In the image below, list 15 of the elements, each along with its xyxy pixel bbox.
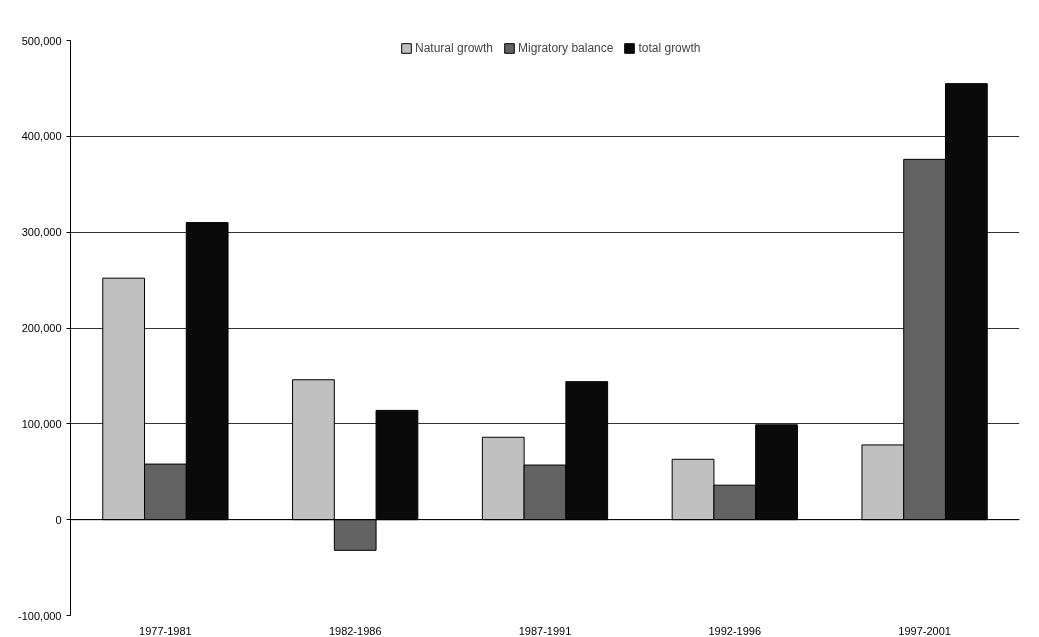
y-tick-label: 200,000	[21, 322, 62, 334]
legend-label: total growth	[638, 41, 701, 55]
legend-label: Natural growth	[415, 41, 494, 55]
y-tick-label: 100,000	[21, 417, 62, 430]
x-tick-label: 1977-1981	[139, 624, 192, 637]
y-tick-label: 500,000	[21, 34, 62, 47]
x-tick-label: 1982-1986	[328, 624, 382, 637]
y-tick-label: 400,000	[21, 130, 62, 143]
x-tick-label: 1992-1996	[708, 624, 762, 637]
y-tick-label: 300,000	[21, 226, 62, 239]
legend-label: Migratory balance	[518, 41, 614, 55]
y-tick-label: 0	[55, 513, 62, 526]
y-tick-label: -100,000	[18, 609, 62, 622]
x-tick-label: 1997-2001	[898, 624, 951, 637]
x-tick-label: 1987-1991	[518, 624, 572, 637]
